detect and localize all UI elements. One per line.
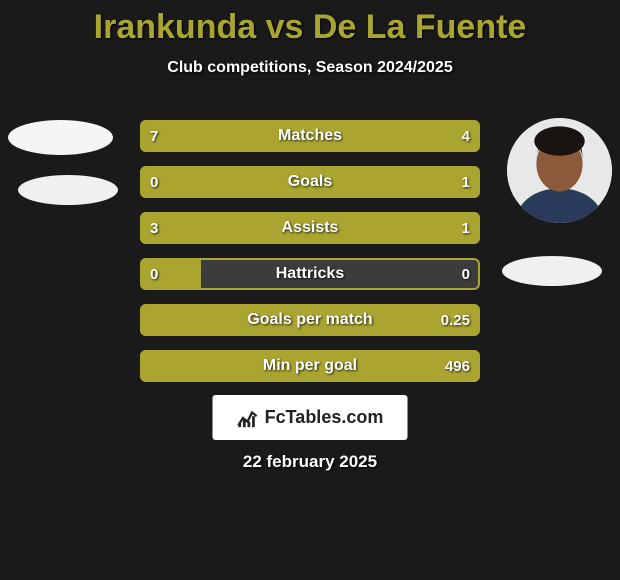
bar-row: 01Goals (140, 166, 480, 198)
bar-label: Assists (140, 212, 480, 244)
branding-badge: FcTables.com (213, 395, 408, 440)
player-left-avatar-placeholder (8, 120, 113, 155)
bar-row: 31Assists (140, 212, 480, 244)
bar-label: Hattricks (140, 258, 480, 290)
bar-label: Matches (140, 120, 480, 152)
fctables-logo-icon (237, 407, 259, 429)
player-right-avatar (507, 118, 612, 223)
player-right-badge-placeholder (502, 256, 602, 286)
date-label: 22 february 2025 (0, 452, 620, 472)
bar-label: Goals per match (140, 304, 480, 336)
comparison-chart: 74Matches 01Goals 31Assists 00Hattricks 0.25… (140, 120, 480, 396)
bar-label: Min per goal (140, 350, 480, 382)
bar-row: 0.25Goals per match (140, 304, 480, 336)
branding-text: FcTables.com (265, 407, 384, 428)
bar-row: 496Min per goal (140, 350, 480, 382)
bar-label: Goals (140, 166, 480, 198)
bar-row: 00Hattricks (140, 258, 480, 290)
player-left-badge-placeholder (18, 175, 118, 205)
bar-row: 74Matches (140, 120, 480, 152)
subtitle: Club competitions, Season 2024/2025 (0, 59, 620, 77)
page-title: Irankunda vs De La Fuente (0, 0, 620, 47)
